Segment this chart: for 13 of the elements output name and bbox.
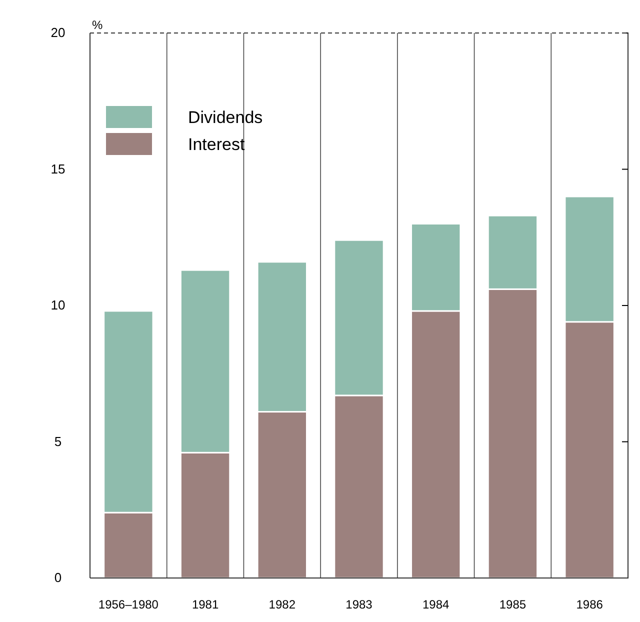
x-tick-label: 1984 (422, 598, 450, 612)
y-tick-label: 15 (50, 161, 66, 176)
x-tick-label: 1983 (346, 598, 373, 612)
y-tick-label: 0 (54, 570, 62, 586)
y-tick-label: 20 (50, 25, 66, 40)
x-tick-label: 1956–1980 (98, 598, 159, 612)
x-tick-label: 1986 (576, 598, 604, 612)
x-tick-label: 1981 (192, 598, 219, 612)
y-tick-label: 5 (54, 434, 62, 449)
y-tick-label: 10 (50, 298, 66, 313)
x-tick-label: 1985 (499, 598, 526, 612)
x-tick-label: 1982 (268, 598, 296, 612)
y-axis-title: % (92, 18, 103, 32)
